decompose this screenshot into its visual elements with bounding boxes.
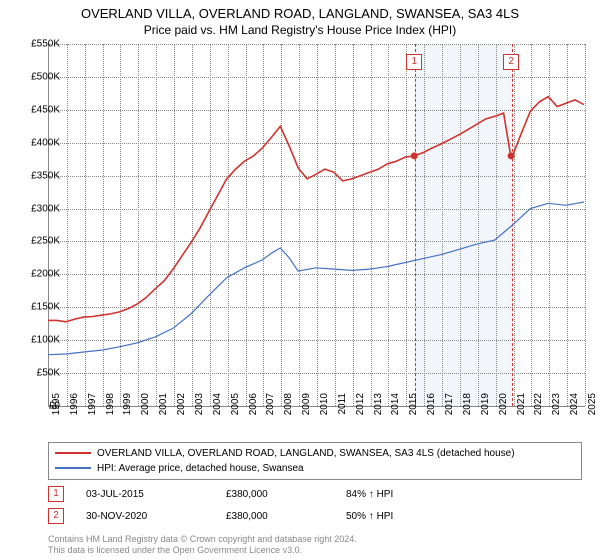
legend-item-1: OVERLAND VILLA, OVERLAND ROAD, LANGLAND,…: [55, 446, 575, 461]
x-tick-label: 1997: [87, 393, 98, 423]
x-tick-label: 2025: [587, 393, 598, 423]
transaction-date-2: 30-NOV-2020: [86, 511, 226, 522]
footer-line-1: Contains HM Land Registry data © Crown c…: [48, 534, 357, 545]
x-tick-label: 2016: [426, 393, 437, 423]
chart-title-line2: Price paid vs. HM Land Registry's House …: [0, 23, 600, 41]
x-tick-label: 2009: [301, 393, 312, 423]
x-tick-label: 2004: [212, 393, 223, 423]
y-tick-label: £550K: [16, 39, 60, 50]
transaction-row-1: 1 03-JUL-2015 £380,000 84% ↑ HPI: [48, 486, 393, 502]
x-tick-label: 2023: [551, 393, 562, 423]
x-tick-label: 2011: [337, 393, 348, 423]
y-tick-label: £200K: [16, 269, 60, 280]
x-tick-label: 2015: [408, 393, 419, 423]
transaction-badge-2: 2: [48, 508, 64, 524]
y-tick-label: £350K: [16, 170, 60, 181]
series-line: [48, 97, 584, 322]
legend: OVERLAND VILLA, OVERLAND ROAD, LANGLAND,…: [48, 442, 582, 480]
y-tick-label: £300K: [16, 203, 60, 214]
legend-item-2: HPI: Average price, detached house, Swan…: [55, 461, 575, 476]
x-tick-label: 1998: [105, 393, 116, 423]
x-tick-label: 2022: [533, 393, 544, 423]
y-tick-label: £50K: [16, 368, 60, 379]
transaction-date-1: 03-JUL-2015: [86, 489, 226, 500]
x-tick-label: 2002: [176, 393, 187, 423]
x-tick-label: 2013: [373, 393, 384, 423]
transaction-row-2: 2 30-NOV-2020 £380,000 50% ↑ HPI: [48, 508, 393, 524]
legend-label-1: OVERLAND VILLA, OVERLAND ROAD, LANGLAND,…: [97, 448, 515, 459]
x-tick-label: 2006: [248, 393, 259, 423]
marker-dot: [411, 152, 418, 159]
y-tick-label: £150K: [16, 302, 60, 313]
y-tick-label: £400K: [16, 137, 60, 148]
marker-label: 1: [406, 54, 422, 70]
x-tick-label: 2012: [355, 393, 366, 423]
y-tick-label: £450K: [16, 104, 60, 115]
x-tick-label: 1996: [69, 393, 80, 423]
chart-title-line1: OVERLAND VILLA, OVERLAND ROAD, LANGLAND,…: [0, 0, 600, 23]
series-line: [48, 202, 584, 355]
x-tick-label: 2000: [140, 393, 151, 423]
transaction-badge-1: 1: [48, 486, 64, 502]
x-tick-label: 2014: [390, 393, 401, 423]
x-tick-label: 2017: [444, 393, 455, 423]
marker-dot: [508, 152, 515, 159]
x-tick-label: 2010: [319, 393, 330, 423]
x-tick-label: 2019: [480, 393, 491, 423]
chart-svg: [48, 44, 584, 406]
transaction-pct-1: 84% ↑ HPI: [346, 489, 393, 500]
transaction-price-2: £380,000: [226, 511, 346, 522]
transaction-pct-2: 50% ↑ HPI: [346, 511, 393, 522]
x-tick-label: 2001: [158, 393, 169, 423]
y-tick-label: £500K: [16, 71, 60, 82]
transaction-price-1: £380,000: [226, 489, 346, 500]
x-tick-label: 1995: [51, 393, 62, 423]
x-tick-label: 2024: [569, 393, 580, 423]
x-tick-label: 2021: [516, 393, 527, 423]
x-tick-label: 2007: [265, 393, 276, 423]
y-tick-label: £100K: [16, 335, 60, 346]
x-tick-label: 2018: [462, 393, 473, 423]
footer-attribution: Contains HM Land Registry data © Crown c…: [48, 534, 357, 556]
x-tick-label: 2003: [194, 393, 205, 423]
x-tick-label: 1999: [122, 393, 133, 423]
y-tick-label: £250K: [16, 236, 60, 247]
x-tick-label: 2020: [498, 393, 509, 423]
marker-label: 2: [503, 54, 519, 70]
footer-line-2: This data is licensed under the Open Gov…: [48, 545, 357, 556]
x-tick-label: 2005: [230, 393, 241, 423]
chart-container: { "title_line1": "OVERLAND VILLA, OVERLA…: [0, 0, 600, 560]
legend-label-2: HPI: Average price, detached house, Swan…: [97, 463, 304, 474]
x-tick-label: 2008: [283, 393, 294, 423]
